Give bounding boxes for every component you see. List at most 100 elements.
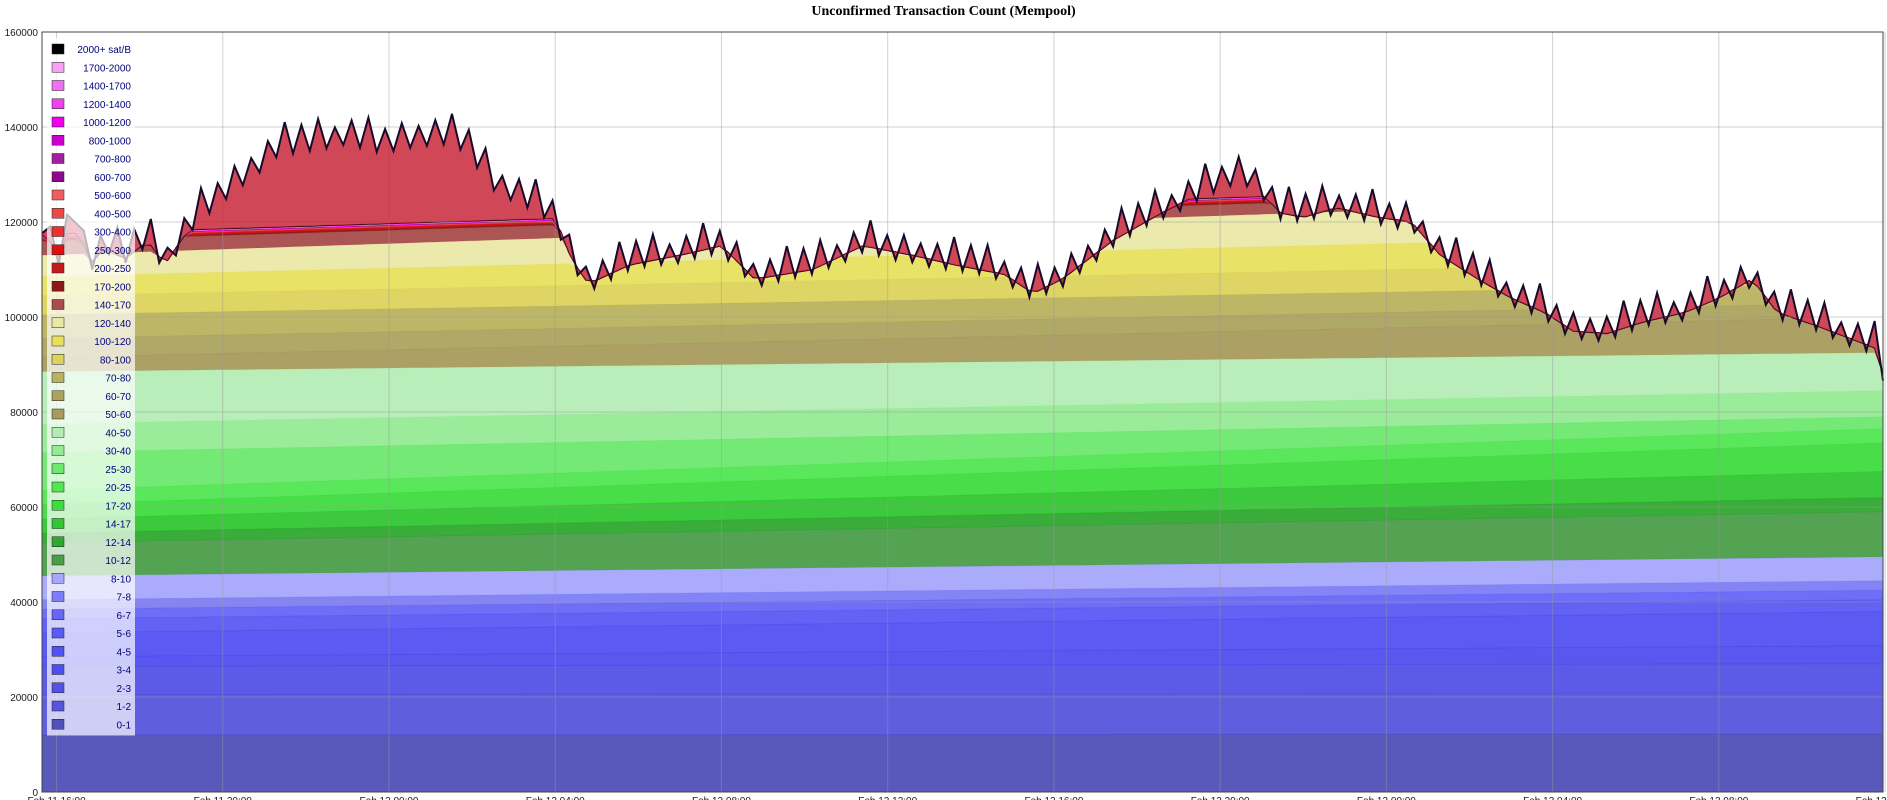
x-tick-label: Feb 12 12:00 (858, 796, 917, 800)
legend-swatch (51, 153, 65, 164)
legend-label: 30-40 (105, 447, 131, 458)
legend-swatch (51, 116, 65, 128)
legend-swatch (51, 408, 65, 420)
legend-label: 40-50 (105, 428, 131, 439)
legend-label: 1-2 (117, 702, 132, 713)
legend-swatch (51, 43, 65, 55)
legend-label: 4-5 (117, 647, 132, 658)
legend-swatch (51, 627, 65, 639)
series-band (42, 428, 1883, 505)
x-tick-label: Feb 11 16:00 (27, 796, 86, 800)
legend-label: 12-14 (105, 538, 131, 549)
legend-swatch (51, 62, 65, 73)
legend-swatch (51, 354, 65, 365)
legend-label: 1200-1400 (83, 100, 131, 111)
series-band (42, 305, 1883, 374)
legend-label: 0-1 (117, 720, 132, 731)
legend-swatch (51, 390, 65, 401)
y-tick-label: 160000 (5, 28, 39, 39)
legend-label: 3-4 (117, 666, 132, 677)
y-tick-label: 120000 (5, 218, 39, 229)
legend-label: 7-8 (117, 593, 132, 604)
series-band (42, 556, 1883, 600)
legend-label: 8-10 (111, 574, 131, 585)
legend-swatch (51, 427, 65, 438)
series-band (42, 599, 1883, 633)
spike-band (42, 113, 1883, 381)
legend-swatch (51, 609, 65, 620)
legend-label: 1700-2000 (83, 63, 131, 74)
legend-swatch (51, 445, 65, 456)
chart-title: Unconfirmed Transaction Count (Mempool) (811, 4, 1076, 19)
series-band (42, 497, 1883, 543)
legend-swatch (51, 481, 65, 493)
x-tick-label: Feb 12 08:00 (692, 796, 751, 800)
legend-swatch (51, 335, 65, 347)
legend-swatch (51, 98, 65, 109)
y-tick-label: 0 (32, 788, 38, 799)
legend-swatch (51, 719, 65, 730)
x-tick-label: Feb 12 04:00 (526, 796, 585, 800)
legend-label: 1000-1200 (83, 118, 131, 129)
legend-label: 2000+ sat/B (77, 45, 131, 56)
legend-label: 600-700 (94, 173, 131, 184)
legend-label: 50-60 (105, 410, 131, 421)
x-tick-label: Feb 12 16:00 (1024, 796, 1083, 800)
series-band (42, 663, 1883, 695)
legend-label: 250-300 (94, 246, 131, 257)
x-tick-label: Feb 12 00:00 (360, 796, 419, 800)
legend-label: 700-800 (94, 155, 131, 166)
legend-label: 14-17 (105, 520, 131, 531)
x-tick-label: Feb 13 12:00 (1856, 796, 1887, 800)
series-band (42, 416, 1883, 491)
series-band (42, 390, 1883, 453)
legend-label: 100-120 (94, 337, 131, 348)
legend-swatch (51, 262, 65, 274)
y-tick-label: 20000 (10, 693, 38, 704)
legend-swatch (51, 573, 65, 584)
legend-label: 800-1000 (89, 136, 132, 147)
y-tick-label: 80000 (10, 408, 38, 419)
legend-label: 400-500 (94, 209, 131, 220)
legend-swatch (51, 682, 65, 693)
series-band (42, 511, 1883, 576)
legend-label: 140-170 (94, 301, 131, 312)
legend-label: 200-250 (94, 264, 131, 275)
series-band (42, 319, 1883, 374)
x-tick-label: Feb 13 00:00 (1357, 796, 1416, 800)
legend-label: 10-12 (105, 556, 131, 567)
series-band (42, 268, 1883, 374)
legend-label: 120-140 (94, 319, 131, 330)
series-band (42, 611, 1883, 657)
legend-swatch (51, 226, 65, 237)
legend-label: 300-400 (94, 228, 131, 239)
legend-swatch (51, 372, 65, 383)
legend-swatch (51, 700, 65, 712)
legend-swatch (51, 664, 65, 675)
legend-label: 25-30 (105, 465, 131, 476)
legend-swatch (51, 317, 65, 328)
series-band (42, 352, 1883, 424)
y-tick-label: 60000 (10, 503, 38, 514)
series-band (42, 734, 1883, 792)
legend-swatch (51, 80, 65, 91)
legend-swatch (51, 208, 65, 219)
legend-swatch (51, 554, 65, 566)
series-band (42, 645, 1883, 667)
legend-swatch (51, 591, 65, 602)
legend-swatch (51, 135, 65, 146)
series-band (42, 590, 1883, 619)
legend-label: 170-200 (94, 282, 131, 293)
y-tick-label: 140000 (5, 123, 39, 134)
series-band (42, 242, 1883, 374)
legend-swatch (51, 244, 65, 255)
series-band (42, 471, 1883, 534)
y-tick-label: 40000 (10, 598, 38, 609)
legend-label: 60-70 (105, 392, 131, 403)
legend-swatch (51, 536, 65, 547)
x-tick-label: Feb 12 20:00 (1191, 796, 1250, 800)
series-band (42, 286, 1883, 374)
legend-label: 20-25 (105, 483, 131, 494)
legend-swatch (51, 299, 65, 310)
series-band (42, 211, 1883, 374)
